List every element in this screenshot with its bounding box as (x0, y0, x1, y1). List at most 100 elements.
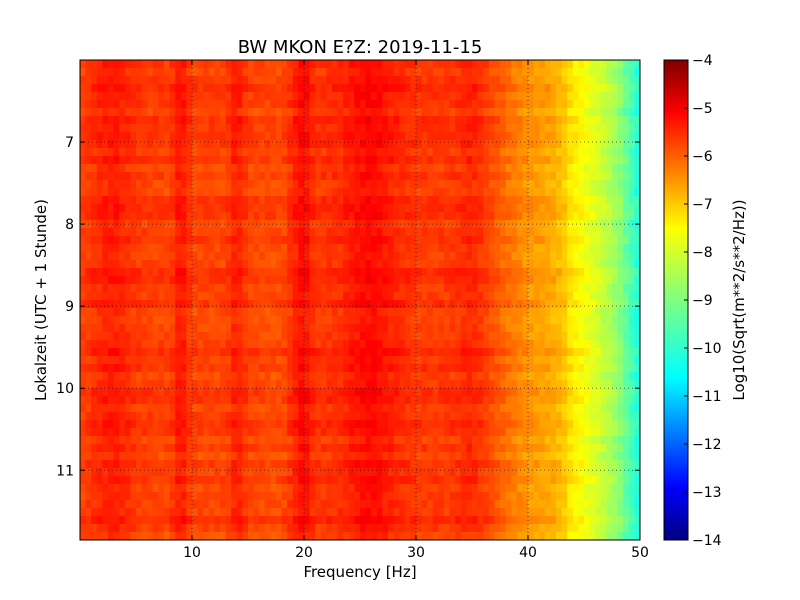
heatmap-cell (371, 220, 378, 229)
heatmap-cell (365, 460, 372, 469)
heatmap-cell (466, 380, 473, 389)
heatmap-cell (287, 452, 294, 461)
heatmap-cell (231, 100, 238, 109)
heatmap-cell (136, 444, 143, 453)
heatmap-cell (438, 444, 445, 453)
heatmap-cell (488, 300, 495, 309)
heatmap-cell (337, 396, 344, 405)
heatmap-cell (444, 100, 451, 109)
heatmap-cell (119, 516, 126, 525)
heatmap-cell (225, 148, 232, 157)
heatmap-cell (427, 244, 434, 253)
heatmap-cell (511, 84, 518, 93)
heatmap-cell (382, 476, 389, 485)
heatmap-cell (197, 420, 204, 429)
heatmap-cell (208, 284, 215, 293)
heatmap-cell (108, 372, 115, 381)
heatmap-cell (488, 100, 495, 109)
heatmap-cell (354, 340, 361, 349)
heatmap-cell (192, 516, 199, 525)
heatmap-cell (225, 276, 232, 285)
heatmap-cell (354, 196, 361, 205)
heatmap-cell (432, 204, 439, 213)
heatmap-cell (164, 228, 171, 237)
heatmap-cell (483, 356, 490, 365)
heatmap-cell (292, 524, 299, 533)
heatmap-cell (360, 292, 367, 301)
heatmap-cell (505, 308, 512, 317)
heatmap-cell (460, 292, 467, 301)
heatmap-cell (96, 172, 103, 181)
heatmap-cell (365, 164, 372, 173)
heatmap-cell (516, 308, 523, 317)
heatmap-cell (108, 524, 115, 533)
heatmap-cell (449, 108, 456, 117)
heatmap-cell (214, 508, 221, 517)
heatmap-cell (354, 220, 361, 229)
heatmap-cell (393, 284, 400, 293)
heatmap-cell (169, 124, 176, 133)
heatmap-cell (119, 372, 126, 381)
heatmap-cell (276, 140, 283, 149)
heatmap-cell (175, 508, 182, 517)
heatmap-cell (477, 484, 484, 493)
heatmap-cell (466, 156, 473, 165)
heatmap-cell (533, 404, 540, 413)
heatmap-cell (348, 348, 355, 357)
heatmap-cell (522, 60, 529, 69)
heatmap-cell (376, 500, 383, 509)
heatmap-cell (500, 276, 507, 285)
heatmap-cell (332, 260, 339, 269)
heatmap-cell (309, 340, 316, 349)
heatmap-cell (292, 380, 299, 389)
heatmap-cell (393, 436, 400, 445)
heatmap-cell (522, 244, 529, 253)
heatmap-cell (225, 436, 232, 445)
heatmap-cell (427, 508, 434, 517)
heatmap-cell (337, 484, 344, 493)
heatmap-cell (119, 132, 126, 141)
heatmap-cell (371, 124, 378, 133)
heatmap-cell (505, 76, 512, 85)
heatmap-cell (141, 236, 148, 245)
heatmap-cell (539, 148, 546, 157)
heatmap-cell (91, 308, 98, 317)
heatmap-cell (505, 132, 512, 141)
heatmap-cell (539, 412, 546, 421)
heatmap-cell (225, 268, 232, 277)
heatmap-cell (505, 388, 512, 397)
heatmap-cell (147, 420, 154, 429)
heatmap-cell (253, 476, 260, 485)
heatmap-cell (152, 108, 159, 117)
heatmap-cell (505, 116, 512, 125)
heatmap-cell (516, 276, 523, 285)
heatmap-cell (225, 92, 232, 101)
heatmap-cell (281, 92, 288, 101)
heatmap-cell (270, 172, 277, 181)
heatmap-cell (270, 460, 277, 469)
heatmap-cell (449, 436, 456, 445)
heatmap-cell (494, 308, 501, 317)
heatmap-cell (483, 68, 490, 77)
heatmap-cell (96, 380, 103, 389)
heatmap-cell (119, 500, 126, 509)
heatmap-cell (124, 468, 131, 477)
heatmap-cell (141, 396, 148, 405)
heatmap-cell (225, 372, 232, 381)
heatmap-cell (376, 492, 383, 501)
heatmap-cell (421, 412, 428, 421)
heatmap-cell (348, 172, 355, 181)
heatmap-cell (466, 220, 473, 229)
heatmap-cell (225, 124, 232, 133)
heatmap-cell (460, 516, 467, 525)
heatmap-cell (214, 300, 221, 309)
heatmap-cell (259, 396, 266, 405)
heatmap-cell (192, 404, 199, 413)
heatmap-cell (169, 252, 176, 261)
heatmap-cell (236, 380, 243, 389)
heatmap-cell (242, 140, 249, 149)
heatmap-cell (432, 300, 439, 309)
heatmap-cell (315, 236, 322, 245)
heatmap-cell (214, 196, 221, 205)
heatmap-cell (432, 148, 439, 157)
